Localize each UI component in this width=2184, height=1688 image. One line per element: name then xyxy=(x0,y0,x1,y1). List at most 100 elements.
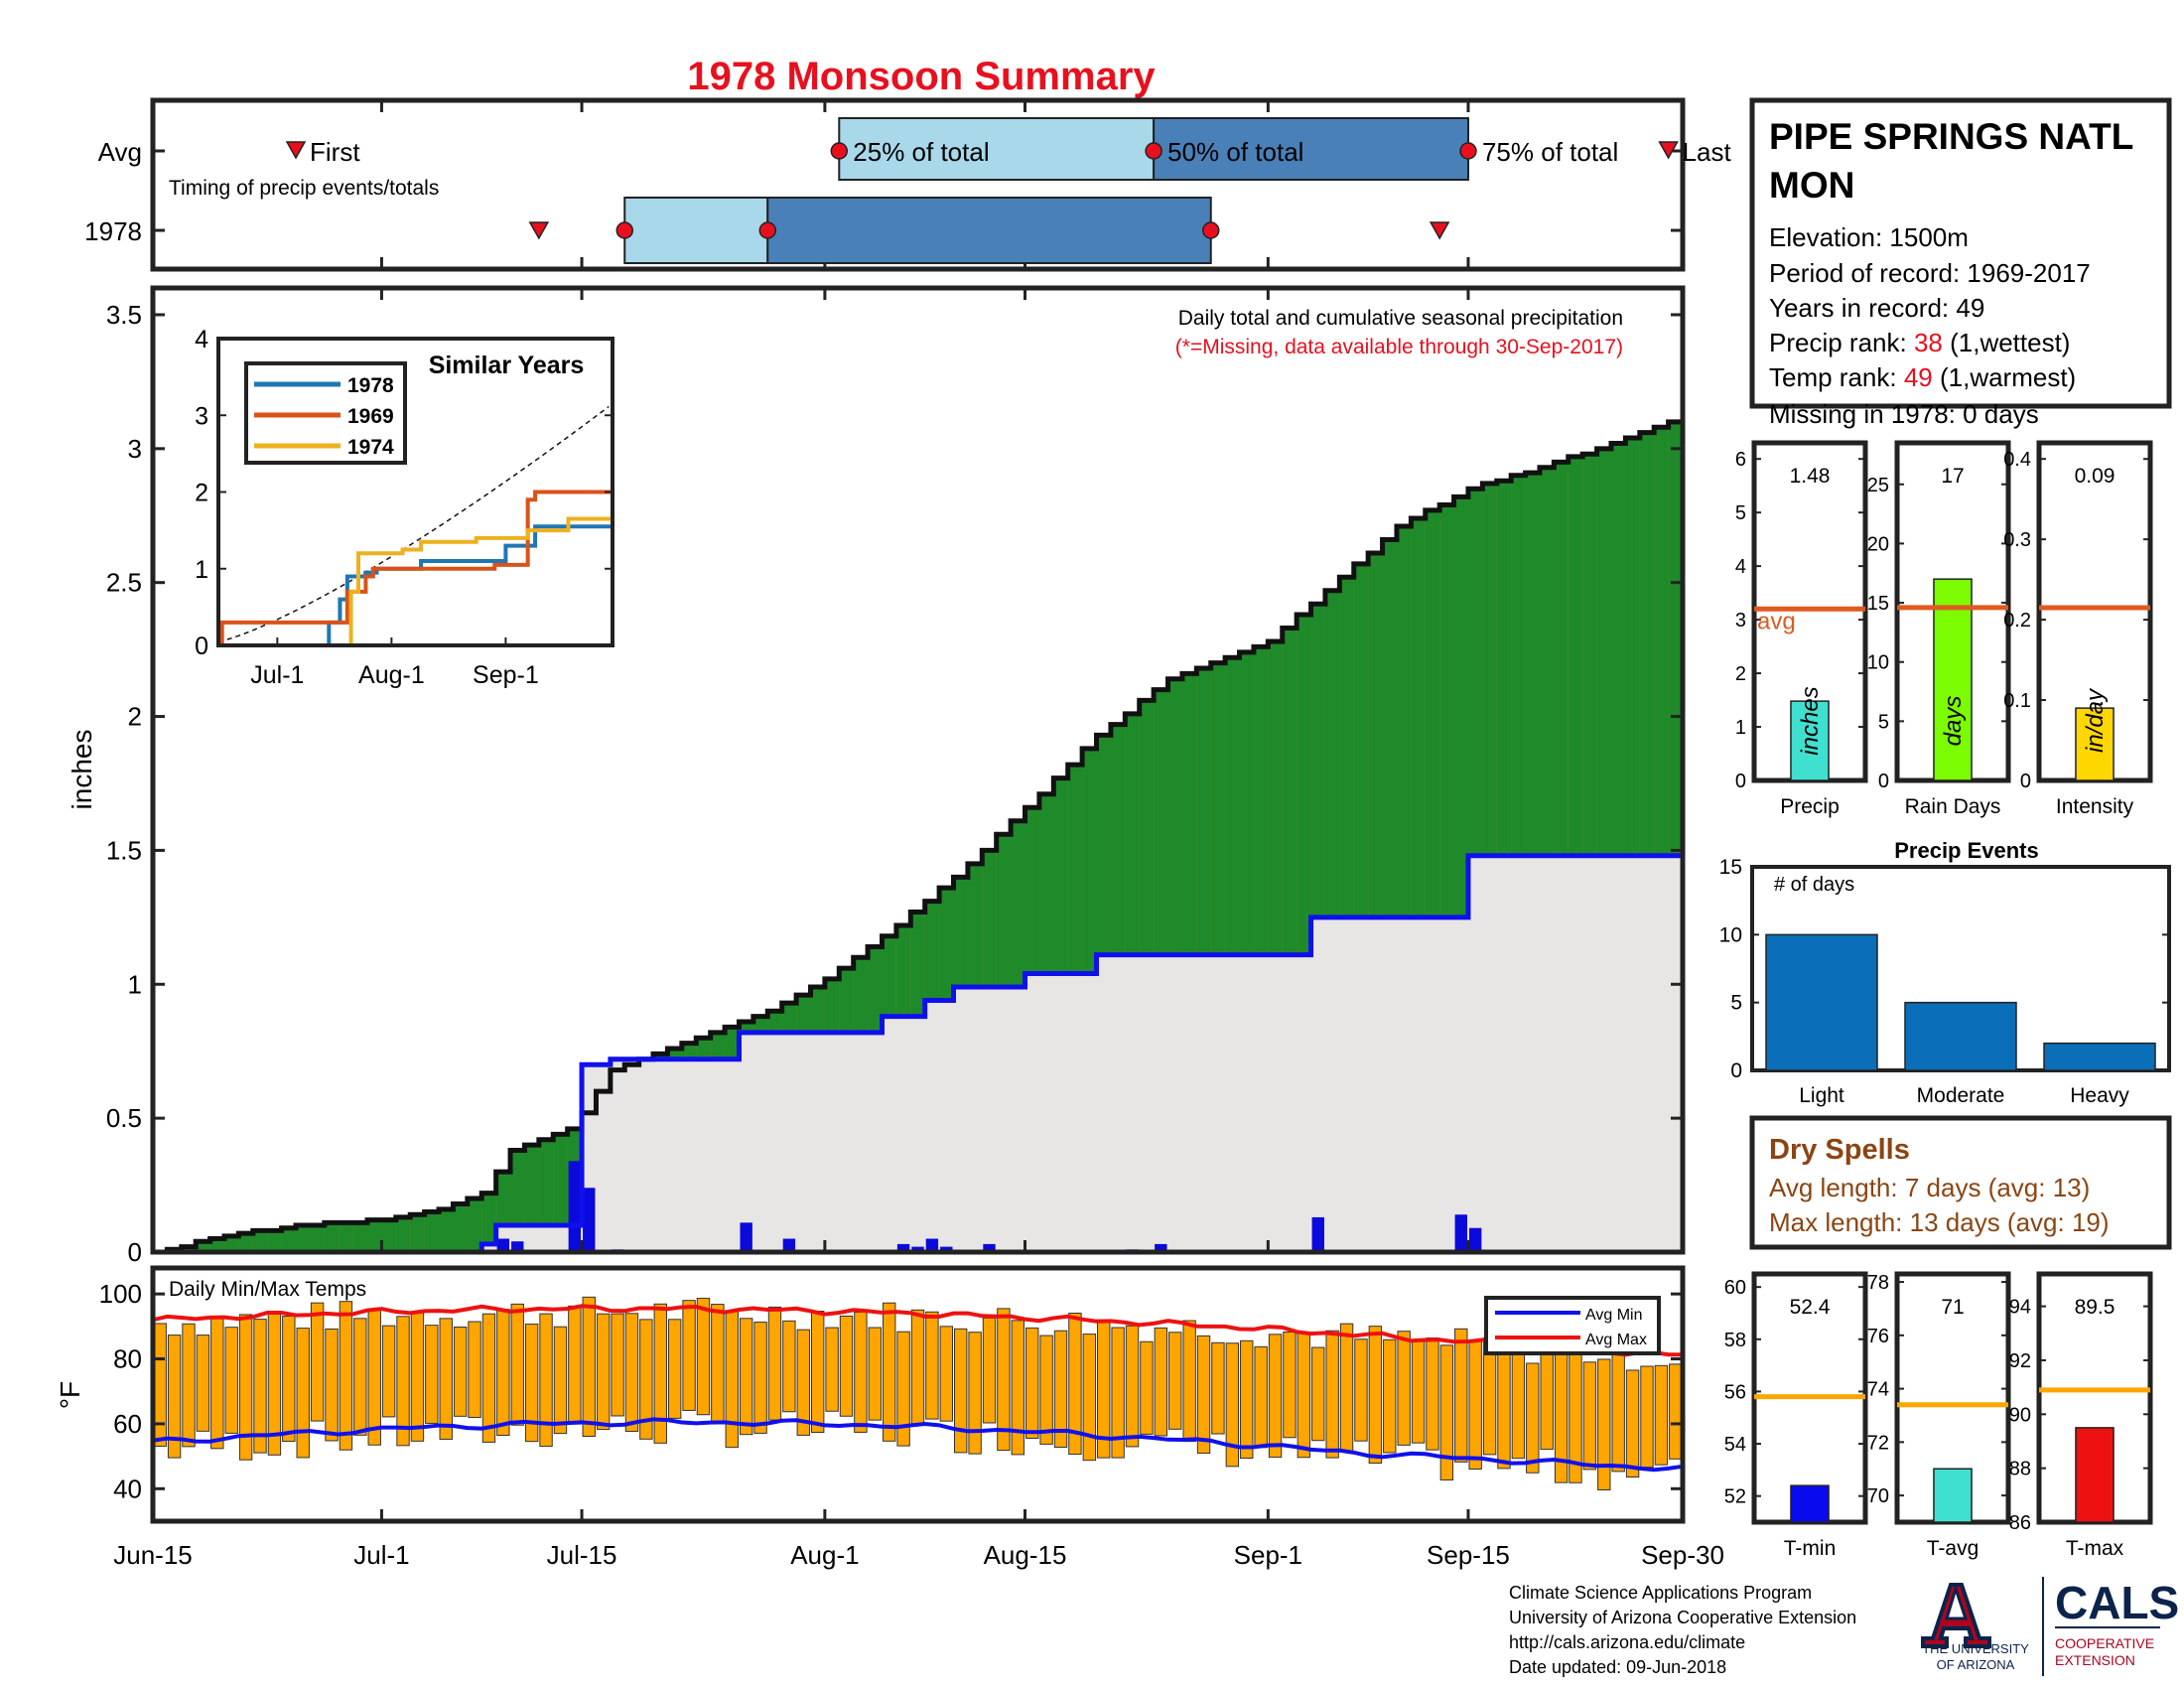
surplus-segment xyxy=(696,1038,711,1059)
x-tick-label: Sep-1 xyxy=(1234,1540,1302,1570)
daily-temp-bar xyxy=(539,1313,553,1448)
main-missing-note: (*=Missing, data available through 30-Se… xyxy=(1175,336,1623,358)
surplus-segment xyxy=(1482,483,1497,856)
avg-p75-label: 75% of total xyxy=(1482,137,1618,167)
daily-precip-bar xyxy=(911,1246,924,1252)
surplus-segment xyxy=(1181,673,1197,955)
daily-temp-bar xyxy=(1654,1364,1669,1466)
surplus-segment xyxy=(281,1227,297,1252)
surplus-segment xyxy=(1110,724,1126,955)
stat-tick-label: 76 xyxy=(1867,1326,1889,1347)
surplus-segment xyxy=(1125,713,1140,955)
main-y-tick-label: 3.5 xyxy=(106,300,142,330)
daily-temp-bar xyxy=(496,1309,510,1436)
surplus-segment xyxy=(467,1198,482,1252)
daily-precip-bar xyxy=(568,1161,582,1252)
stat-tick-label: 25 xyxy=(1867,475,1889,496)
surplus-segment xyxy=(1610,443,1626,856)
y1978-p75-marker xyxy=(1201,221,1220,239)
surplus-segment xyxy=(1082,748,1097,974)
stat-panel-t-max: 86 88 90 92 94 89.5 T-max xyxy=(2009,1271,2153,1560)
daily-temp-bar xyxy=(854,1312,868,1433)
station-name-line1: PIPE SPRINGS NATL xyxy=(1769,116,2133,157)
stat-tick-label: 0 xyxy=(1735,771,1746,792)
surplus-segment xyxy=(1038,793,1054,974)
surplus-segment xyxy=(1368,553,1383,917)
daily-precip-bar xyxy=(983,1243,996,1252)
daily-temp-bar xyxy=(1526,1362,1540,1474)
daily-temp-bar xyxy=(1053,1330,1068,1449)
daily-temp-bar xyxy=(682,1300,696,1411)
surplus-segment xyxy=(1596,448,1611,856)
surplus-segment xyxy=(1324,590,1340,917)
inset-x-tick-label: Jul-1 xyxy=(250,661,304,689)
daily-temp-bar xyxy=(653,1303,667,1444)
main-y-label: inches xyxy=(67,730,97,810)
legend-avg-max: Avg Max xyxy=(1585,1332,1647,1348)
daily-temp-bar xyxy=(1311,1346,1325,1442)
daily-temp-bar xyxy=(1625,1369,1640,1478)
surplus-segment xyxy=(1239,651,1254,955)
surplus-segment xyxy=(1011,820,1025,987)
surplus-segment xyxy=(538,1139,554,1226)
daily-temp-bar xyxy=(339,1301,353,1451)
stat-value-bar xyxy=(1933,578,1973,781)
events-y-tick-label: 5 xyxy=(1730,992,1742,1015)
stat-value-bar xyxy=(1933,1468,1973,1523)
daily-temp-bar xyxy=(367,1309,381,1446)
main-y-tick-label: 3 xyxy=(128,434,142,464)
surplus-segment xyxy=(481,1193,496,1244)
stat-tick-label: 56 xyxy=(1724,1381,1746,1403)
daily-temp-bar xyxy=(1025,1327,1039,1439)
daily-temp-bar xyxy=(839,1315,854,1417)
daily-temp-bar xyxy=(1240,1339,1254,1460)
events-x-label: Light xyxy=(1799,1084,1844,1107)
inset-y-tick-label: 3 xyxy=(195,402,208,430)
daily-temp-bar xyxy=(296,1328,310,1459)
stat-tick-label: 6 xyxy=(1735,449,1746,471)
dry-spells-max-length: Max length: 13 days (avg: 19) xyxy=(1769,1207,2110,1237)
main-y-tick-label: 2.5 xyxy=(106,568,142,598)
surplus-segment xyxy=(181,1246,197,1252)
surplus-segment xyxy=(238,1233,253,1252)
avg-box-25-50 xyxy=(838,117,1156,181)
surplus-segment xyxy=(1411,517,1426,917)
temp-y-label: °F xyxy=(55,1381,85,1409)
surplus-segment xyxy=(1024,807,1039,974)
stat-axis-label: T-avg xyxy=(1927,1537,1979,1560)
stat-tick-label: 86 xyxy=(2009,1512,2031,1534)
surplus-segment xyxy=(1167,678,1182,955)
stat-tick-label: 52 xyxy=(1724,1486,1746,1508)
main-caption: Daily total and cumulative seasonal prec… xyxy=(1178,307,1623,330)
daily-temp-bar xyxy=(238,1314,253,1461)
stat-tick-label: 2 xyxy=(1735,663,1746,685)
season-temp-bars: 52 54 56 58 60 52.4 T-min 70 72 74 76 78 71 T-avg 86 88… xyxy=(1724,1271,2153,1560)
timing-subtitle: Timing of precip events/totals xyxy=(169,177,439,200)
daily-temp-bar xyxy=(1368,1326,1383,1465)
surplus-segment xyxy=(653,1054,668,1059)
surplus-segment xyxy=(324,1222,340,1252)
surplus-segment xyxy=(1268,641,1283,955)
surplus-segment xyxy=(752,1016,768,1033)
daily-temp-bar xyxy=(167,1335,182,1459)
daily-temp-bar xyxy=(1283,1331,1297,1439)
surplus-segment xyxy=(296,1225,311,1252)
timing-panel: Avg 1978 Timing of precip events/totals … xyxy=(84,97,1732,272)
station-name-line2: MON xyxy=(1769,165,1854,206)
daily-temp-bar xyxy=(1611,1338,1625,1473)
surplus-segment xyxy=(1582,454,1597,856)
surplus-segment xyxy=(424,1211,440,1252)
daily-temp-bar xyxy=(1354,1338,1368,1442)
daily-temp-bar xyxy=(711,1304,725,1424)
surplus-segment xyxy=(910,912,925,1017)
cumulative-1978-line xyxy=(153,416,1686,1255)
main-y-tick-label: 2 xyxy=(128,702,142,732)
daily-precip-bar xyxy=(1454,1214,1467,1252)
daily-temp-bar xyxy=(1411,1339,1426,1444)
stat-panel-t-min: 52 54 56 58 60 52.4 T-min xyxy=(1724,1271,1868,1560)
stat-tick-label: 1 xyxy=(1735,717,1746,739)
surplus-segment xyxy=(853,957,869,1033)
inset-title: Similar Years xyxy=(429,352,585,379)
events-x-label: Moderate xyxy=(1917,1084,2005,1107)
surplus-segment xyxy=(1511,475,1526,856)
